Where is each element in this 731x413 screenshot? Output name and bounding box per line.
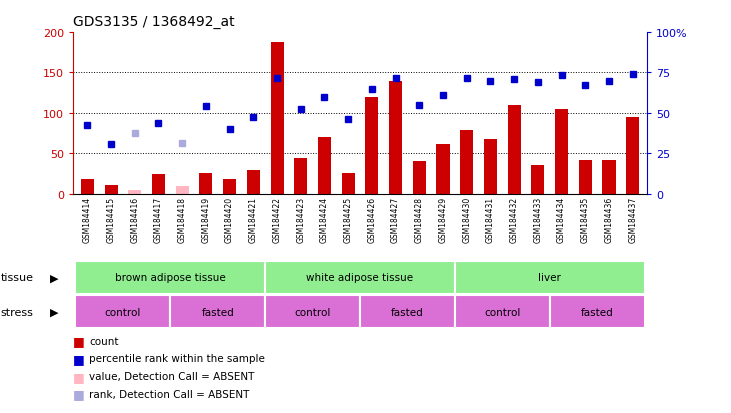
Text: GSM184435: GSM184435	[581, 196, 590, 242]
Text: stress: stress	[1, 307, 34, 317]
Text: GSM184418: GSM184418	[178, 196, 186, 242]
Bar	[555, 109, 568, 194]
Bar	[318, 138, 331, 194]
Text: GSM184414: GSM184414	[83, 196, 92, 242]
Text: ■: ■	[73, 334, 85, 347]
Bar	[360, 295, 455, 328]
Text: GSM184431: GSM184431	[486, 196, 495, 242]
Text: control: control	[105, 307, 141, 317]
Text: GSM184422: GSM184422	[273, 196, 281, 242]
Bar	[294, 159, 307, 194]
Bar	[265, 295, 360, 328]
Bar	[223, 180, 236, 194]
Bar	[389, 81, 402, 194]
Text: GSM184417: GSM184417	[154, 196, 163, 242]
Bar	[436, 144, 450, 194]
Bar	[531, 166, 545, 194]
Text: GSM184436: GSM184436	[605, 196, 613, 242]
Text: control: control	[484, 307, 520, 317]
Text: GSM184428: GSM184428	[414, 196, 424, 242]
Text: GSM184424: GSM184424	[320, 196, 329, 242]
Text: GSM184432: GSM184432	[510, 196, 519, 242]
Bar	[602, 160, 616, 194]
Text: ■: ■	[73, 352, 85, 365]
Text: count: count	[89, 336, 118, 346]
Text: GSM184419: GSM184419	[201, 196, 211, 242]
Text: fasted: fasted	[580, 307, 613, 317]
Text: tissue: tissue	[1, 273, 34, 282]
Text: ■: ■	[73, 387, 85, 401]
Text: brown adipose tissue: brown adipose tissue	[115, 273, 226, 282]
Bar	[128, 190, 141, 194]
Bar	[484, 139, 497, 194]
Bar	[75, 261, 265, 294]
Text: liver: liver	[538, 273, 561, 282]
Bar	[366, 97, 379, 194]
Bar	[81, 180, 94, 194]
Bar	[455, 261, 645, 294]
Text: rank, Detection Call = ABSENT: rank, Detection Call = ABSENT	[89, 389, 249, 399]
Text: GSM184425: GSM184425	[344, 196, 352, 242]
Bar	[105, 185, 118, 194]
Text: value, Detection Call = ABSENT: value, Detection Call = ABSENT	[89, 371, 254, 381]
Bar	[461, 131, 473, 194]
Bar	[626, 118, 639, 194]
Bar	[550, 295, 645, 328]
Bar	[152, 175, 165, 194]
Text: GDS3135 / 1368492_at: GDS3135 / 1368492_at	[73, 15, 235, 29]
Bar	[413, 162, 426, 194]
Bar	[247, 171, 260, 194]
Bar	[507, 106, 520, 194]
Text: GSM184427: GSM184427	[391, 196, 400, 242]
Text: GSM184416: GSM184416	[130, 196, 139, 242]
Text: GSM184421: GSM184421	[249, 196, 258, 242]
Text: percentile rank within the sample: percentile rank within the sample	[89, 354, 265, 363]
Bar	[170, 295, 265, 328]
Text: GSM184433: GSM184433	[534, 196, 542, 242]
Bar	[341, 174, 355, 194]
Text: control: control	[295, 307, 331, 317]
Bar	[175, 187, 189, 194]
Text: GSM184430: GSM184430	[462, 196, 471, 242]
Text: ▶: ▶	[50, 307, 58, 317]
Text: GSM184434: GSM184434	[557, 196, 566, 242]
Text: fasted: fasted	[201, 307, 234, 317]
Text: GSM184415: GSM184415	[107, 196, 115, 242]
Bar	[75, 295, 170, 328]
Text: GSM184429: GSM184429	[439, 196, 447, 242]
Text: GSM184437: GSM184437	[628, 196, 637, 242]
Bar	[579, 160, 592, 194]
Bar	[265, 261, 455, 294]
Text: GSM184423: GSM184423	[296, 196, 306, 242]
Bar	[270, 43, 284, 194]
Bar	[455, 295, 550, 328]
Text: ▶: ▶	[50, 273, 58, 282]
Text: fasted: fasted	[391, 307, 424, 317]
Text: GSM184420: GSM184420	[225, 196, 234, 242]
Text: GSM184426: GSM184426	[368, 196, 376, 242]
Bar	[200, 173, 213, 194]
Text: white adipose tissue: white adipose tissue	[306, 273, 414, 282]
Text: ■: ■	[73, 370, 85, 383]
